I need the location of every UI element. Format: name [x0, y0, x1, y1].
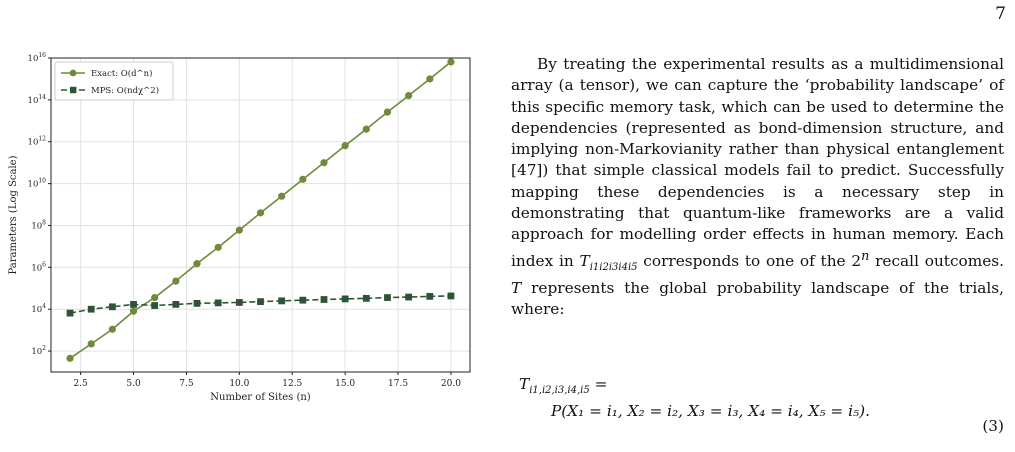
data-point-exact — [172, 277, 180, 285]
data-point-mps — [66, 309, 74, 317]
legend-marker-square — [70, 86, 77, 94]
data-point-mps — [426, 292, 434, 300]
x-tick-label: 7.5 — [179, 379, 194, 389]
x-tick-label: 15.0 — [335, 379, 355, 389]
data-point-mps — [130, 300, 137, 308]
x-axis-label: Number of Sites (n) — [210, 392, 310, 403]
x-tick-label: 2.5 — [73, 379, 88, 389]
y-tick-label: 1012 — [28, 136, 47, 148]
data-point-exact — [383, 108, 392, 116]
y-tick-label: 1016 — [28, 52, 47, 64]
parameters-chart: 2.5 5.0 7.5 10.0 12.5 15.0 17.5 20.0 102 104 106 10… — [8, 52, 471, 403]
y-tick-label: 102 — [31, 345, 46, 357]
paragraph-text-2: corresponds to one of the 2 — [637, 251, 862, 270]
equation-lhs-subscript: i1,i2,i3,i4,i5 — [529, 385, 590, 397]
x-tick-label: 10.0 — [229, 379, 249, 389]
x-tick-label: 5.0 — [126, 379, 141, 389]
equation-lhs: T — [519, 375, 530, 393]
data-point-mps — [151, 302, 159, 309]
data-point-exact — [108, 325, 116, 333]
data-point-exact — [214, 243, 222, 251]
exponent-n: n — [861, 248, 870, 264]
data-point-exact — [193, 260, 201, 268]
equation-rhs: P(X₁ = i₁, X₂ = i₂, X₃ = i₃, X₄ = i₄, X₅… — [551, 402, 870, 421]
body-paragraph: By treating the experimental results as … — [511, 54, 1004, 321]
data-point-mps — [447, 292, 455, 300]
data-point-mps — [172, 300, 180, 308]
data-point-mps — [257, 298, 264, 306]
y-tick-label: 106 — [31, 261, 46, 273]
x-tick-label: 20.0 — [441, 379, 461, 389]
data-point-mps — [278, 297, 286, 305]
data-point-exact — [151, 293, 159, 302]
data-point-exact — [235, 226, 243, 234]
data-point-exact — [405, 91, 413, 100]
data-point-exact — [299, 175, 307, 183]
y-tick-label: 1010 — [28, 178, 47, 190]
data-point-exact — [447, 58, 455, 66]
y-tick-label: 104 — [31, 303, 46, 315]
data-point-exact — [256, 209, 265, 217]
x-tick-label: 12.5 — [282, 379, 302, 389]
data-point-mps — [235, 299, 243, 306]
x-tick-label: 17.5 — [388, 379, 408, 389]
data-point-mps — [108, 303, 116, 311]
data-point-mps — [384, 294, 391, 301]
data-point-exact — [362, 125, 370, 133]
paragraph-text-1: By treating the experimental results as … — [511, 55, 1004, 270]
data-point-exact — [66, 354, 74, 362]
data-point-mps — [320, 296, 328, 303]
data-point-mps — [362, 294, 370, 302]
y-tick-label: 108 — [31, 219, 46, 231]
paragraph-text-3: recall outcomes. — [869, 251, 1004, 270]
legend-label: MPS: O(ndχ^2) — [91, 85, 159, 96]
tensor-symbol-2: T — [511, 279, 522, 298]
tensor-symbol: T — [579, 251, 590, 270]
page-number: 7 — [995, 4, 1006, 24]
data-point-mps — [87, 305, 95, 313]
y-tick-label: 1014 — [28, 94, 47, 106]
data-point-exact — [278, 192, 286, 200]
legend-marker-circle — [69, 69, 77, 77]
equation-number: (3) — [982, 417, 1004, 435]
data-point-mps — [193, 299, 201, 307]
equation-equals: = — [589, 375, 608, 393]
paragraph-text-4: represents the global probability landsc… — [511, 279, 1004, 319]
data-point-mps — [405, 293, 413, 301]
data-point-mps — [341, 295, 349, 303]
data-point-exact — [341, 142, 349, 150]
data-point-exact — [426, 75, 434, 83]
equation-3: Ti1,i2,i3,i4,i5 = P(X₁ = i₁, X₂ = i₂, X₃… — [511, 374, 1004, 435]
data-point-exact — [87, 340, 95, 348]
y-axis-label: Parameters (Log Scale) — [8, 155, 19, 274]
tensor-subscript: i1i2i3i4i5 — [589, 261, 638, 273]
legend-label: Exact: O(d^n) — [91, 68, 152, 79]
data-point-exact — [129, 307, 138, 315]
data-point-exact — [320, 159, 328, 167]
plot-frame — [50, 57, 471, 373]
data-point-mps — [214, 299, 222, 307]
data-point-mps — [299, 296, 307, 304]
